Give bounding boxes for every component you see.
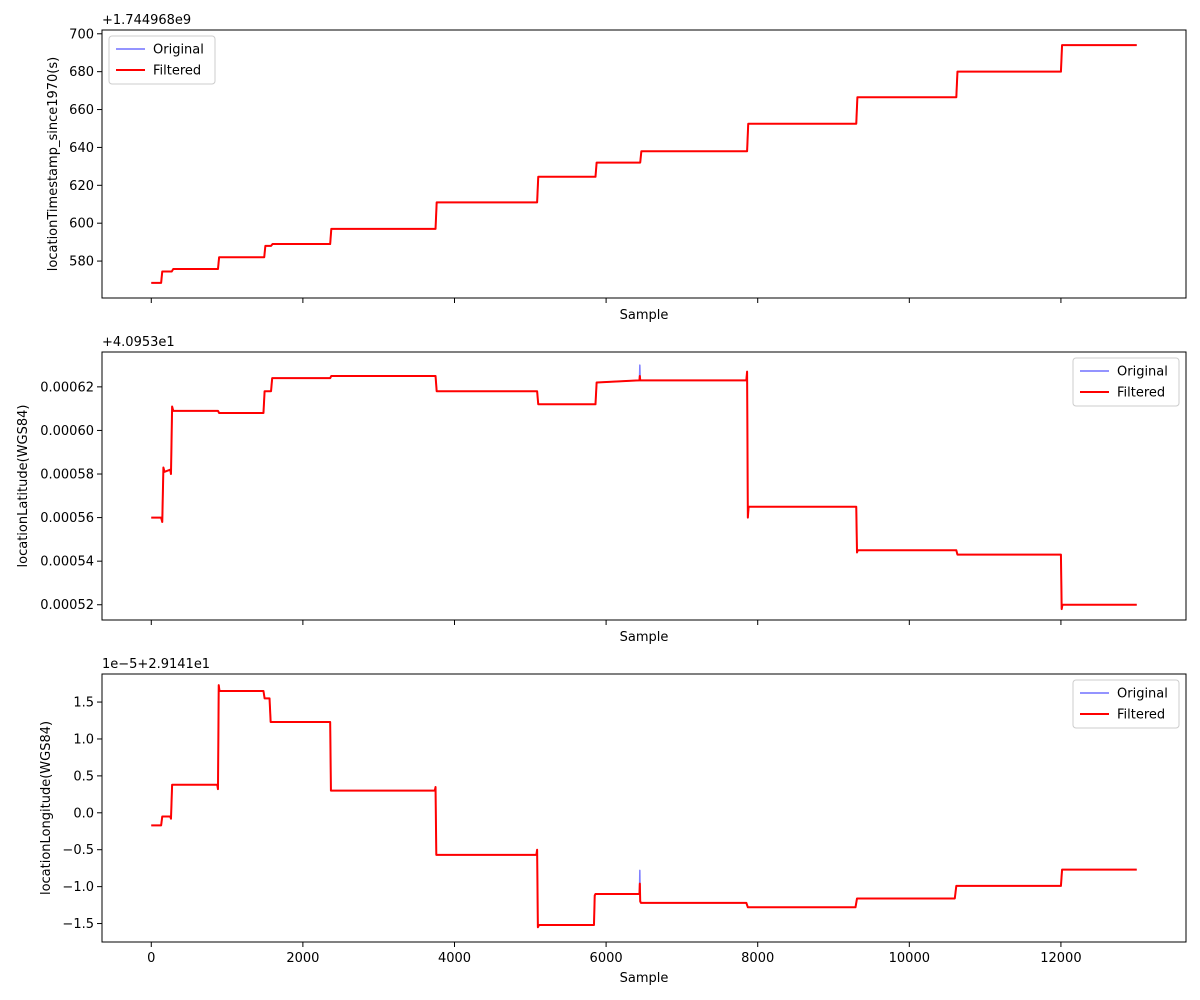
y-tick-label: 660 <box>69 103 94 118</box>
y-tick-label: 0.00060 <box>40 424 94 439</box>
y-tick-label: −0.5 <box>62 843 94 858</box>
x-tick-label: 8000 <box>741 951 774 966</box>
subplot-2: 0.00052 0.00054 0.00056 0.00058 0.00060 0.000… <box>16 335 1187 645</box>
y-tick-label: 1.5 <box>73 696 94 711</box>
legend-label-filtered: Filtered <box>1117 386 1165 401</box>
x-axis-label: Sample <box>620 308 669 323</box>
y-tick-label: 680 <box>69 65 94 80</box>
y-tick-label: 0.00052 <box>40 598 94 613</box>
x-tick-label: 10000 <box>889 951 930 966</box>
axes-frame <box>101 351 1187 621</box>
y-tick-label: 0.00054 <box>40 555 94 570</box>
y-tick-label: 0.0 <box>73 806 94 821</box>
offset-text: +4.0953e1 <box>102 335 175 350</box>
y-tick-label: 0.00056 <box>40 511 94 526</box>
y-tick-label: 640 <box>69 141 94 156</box>
legend-box <box>1072 679 1180 729</box>
legend-label-original: Original <box>153 43 204 58</box>
y-tick-label: 0.00062 <box>40 380 94 395</box>
legend-label-original: Original <box>1117 365 1168 380</box>
legend: Original Filtered <box>1072 357 1180 407</box>
subplot-3: 0 2000 4000 6000 8000 10000 12000 −1.5 −1.0 −0.5 0… <box>39 657 1187 986</box>
x-tick-label: 12000 <box>1040 951 1081 966</box>
legend: Original Filtered <box>1072 679 1180 729</box>
y-tick-label: 620 <box>69 179 94 194</box>
y-tick-label: 0.00058 <box>40 468 94 483</box>
x-tick-label: 0 <box>147 951 155 966</box>
y-tick-label: 580 <box>69 255 94 270</box>
x-tick-label: 2000 <box>286 951 319 966</box>
x-tick-label: 6000 <box>590 951 623 966</box>
y-tick-label: 0.5 <box>73 769 94 784</box>
y-axis-label: locationTimestamp_since1970(s) <box>46 57 61 271</box>
series-line-filtered <box>151 370 1137 611</box>
y-tick-label: −1.0 <box>62 880 94 895</box>
axes-frame <box>101 673 1187 943</box>
legend-box <box>108 35 216 85</box>
offset-text: 1e−5+2.9141e1 <box>102 657 210 672</box>
x-axis-label: Sample <box>620 971 669 986</box>
y-axis-label: locationLatitude(WGS84) <box>16 405 31 568</box>
legend-label-original: Original <box>1117 687 1168 702</box>
axes-frame <box>101 29 1187 299</box>
y-tick-label: −1.5 <box>62 917 94 932</box>
legend-label-filtered: Filtered <box>1117 708 1165 723</box>
y-tick-label: 700 <box>69 27 94 42</box>
legend: Original Filtered <box>108 35 216 85</box>
legend-label-filtered: Filtered <box>153 64 201 79</box>
series-line-filtered <box>151 44 1137 284</box>
subplot-1: 580 600 620 640 660 680 700 Sample locationTimes… <box>46 13 1187 323</box>
legend-box <box>1072 357 1180 407</box>
y-axis-label: locationLongitude(WGS84) <box>39 721 54 895</box>
offset-text: +1.744968e9 <box>102 13 191 28</box>
y-tick-label: 1.0 <box>73 732 94 747</box>
subplots: 580 600 620 640 660 680 700 Sample locationTimes… <box>16 13 1187 986</box>
y-tick-label: 600 <box>69 217 94 232</box>
x-tick-label: 4000 <box>438 951 471 966</box>
x-axis-label: Sample <box>620 630 669 645</box>
series-line-filtered <box>151 684 1137 929</box>
